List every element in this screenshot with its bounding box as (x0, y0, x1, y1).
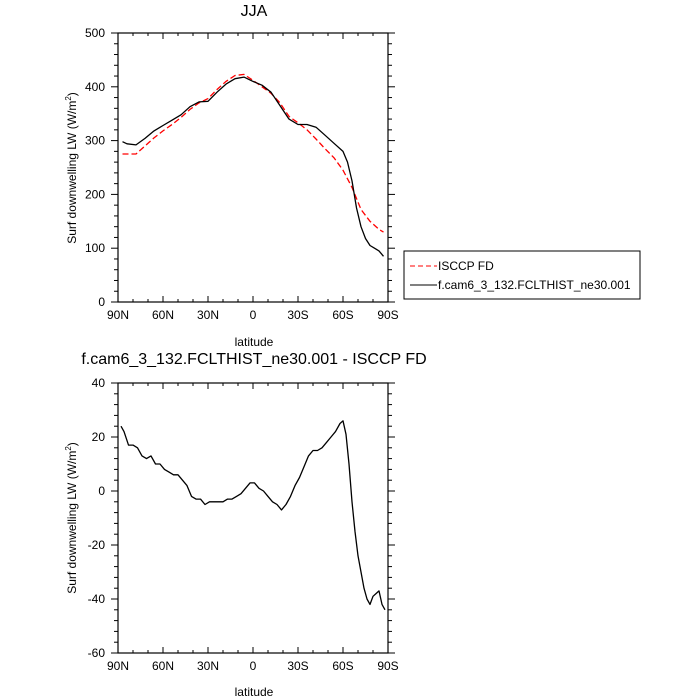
top-chart-title: JJA (241, 3, 268, 20)
top-y-axis: 0 100 200 300 400 500 (85, 26, 395, 309)
top-y-tick-label: 100 (85, 241, 105, 255)
bottom-y-axis-label-sup: 2 (64, 446, 73, 451)
top-series-group (122, 73, 384, 257)
top-x-tick-label: 0 (250, 308, 257, 322)
bottom-series-group (120, 420, 386, 611)
bottom-chart-title: f.cam6_3_132.FCLTHIST_ne30.001 - ISCCP F… (81, 351, 426, 368)
top-y-tick-label: 300 (85, 134, 105, 148)
bottom-x-tick-label: 90N (107, 659, 129, 673)
bottom-y-tick-label: 20 (92, 430, 106, 444)
bottom-y-tick-label: 40 (92, 376, 106, 390)
bottom-y-tick-label: -20 (88, 538, 106, 552)
bottom-x-tick-label: 60S (332, 659, 353, 673)
top-y-tick-label: 400 (85, 80, 105, 94)
bottom-y-tick-label: -40 (88, 592, 106, 606)
top-y-tick-label: 0 (98, 295, 105, 309)
bottom-x-tick-label: 0 (250, 659, 257, 673)
top-series-line-2 (122, 76, 384, 257)
bottom-y-tick-label: -60 (88, 646, 106, 660)
top-y-axis-label-main: Surf downwelling LW (W/m (65, 101, 79, 244)
bottom-plot-area (117, 382, 389, 654)
top-x-axis-label: latitude (235, 335, 274, 349)
top-x-axis: 90N 60N 30N 0 30S 60S 90S (107, 33, 399, 322)
legend-label-cam6: f.cam6_3_132.FCLTHIST_ne30.001 (438, 278, 631, 292)
bottom-x-tick-label: 30N (197, 659, 219, 673)
bottom-y-axis: -60 -40 -20 0 20 40 (88, 376, 395, 660)
top-x-tick-label: 90S (377, 308, 398, 322)
top-y-axis-label: Surf downwelling LW (W/m2) (64, 92, 79, 244)
bottom-x-axis-label: latitude (235, 685, 274, 699)
top-x-tick-label: 30N (197, 308, 219, 322)
top-plot-area (117, 32, 389, 303)
bottom-series-line-1 (120, 420, 386, 611)
top-x-tick-label: 60S (332, 308, 353, 322)
top-x-tick-label: 60N (152, 308, 174, 322)
top-y-tick-label: 200 (85, 187, 105, 201)
legend-box (403, 250, 641, 300)
bottom-y-axis-label: Surf downwelling LW (W/m2) (64, 442, 79, 594)
bottom-chart-panel: f.cam6_3_132.FCLTHIST_ne30.001 - ISCCP F… (64, 351, 427, 699)
bottom-y-tick-label: 0 (98, 484, 105, 498)
bottom-x-tick-label: 30S (287, 659, 308, 673)
bottom-x-tick-label: 90S (377, 659, 398, 673)
top-y-axis-label-sup: 2 (64, 96, 73, 101)
top-y-tick-label: 500 (85, 26, 105, 40)
top-y-axis-label-tail: ) (65, 92, 79, 96)
legend-label-isccp: ISCCP FD (438, 259, 494, 273)
legend: ISCCP FD f.cam6_3_132.FCLTHIST_ne30.001 (403, 250, 641, 300)
bottom-x-tick-label: 60N (152, 659, 174, 673)
top-chart-panel: JJA 90N 60N 30N 0 30S 60S 90S 0 100 200 300 400 500… (64, 3, 399, 349)
top-x-tick-label: 30S (287, 308, 308, 322)
bottom-y-axis-label-main: Surf downwelling LW (W/m (65, 451, 79, 594)
bottom-y-axis-label-tail: ) (65, 442, 79, 446)
top-series-line-1 (122, 73, 384, 233)
top-x-tick-label: 90N (107, 308, 129, 322)
bottom-x-axis: 90N 60N 30N 0 30S 60S 90S (107, 383, 399, 673)
